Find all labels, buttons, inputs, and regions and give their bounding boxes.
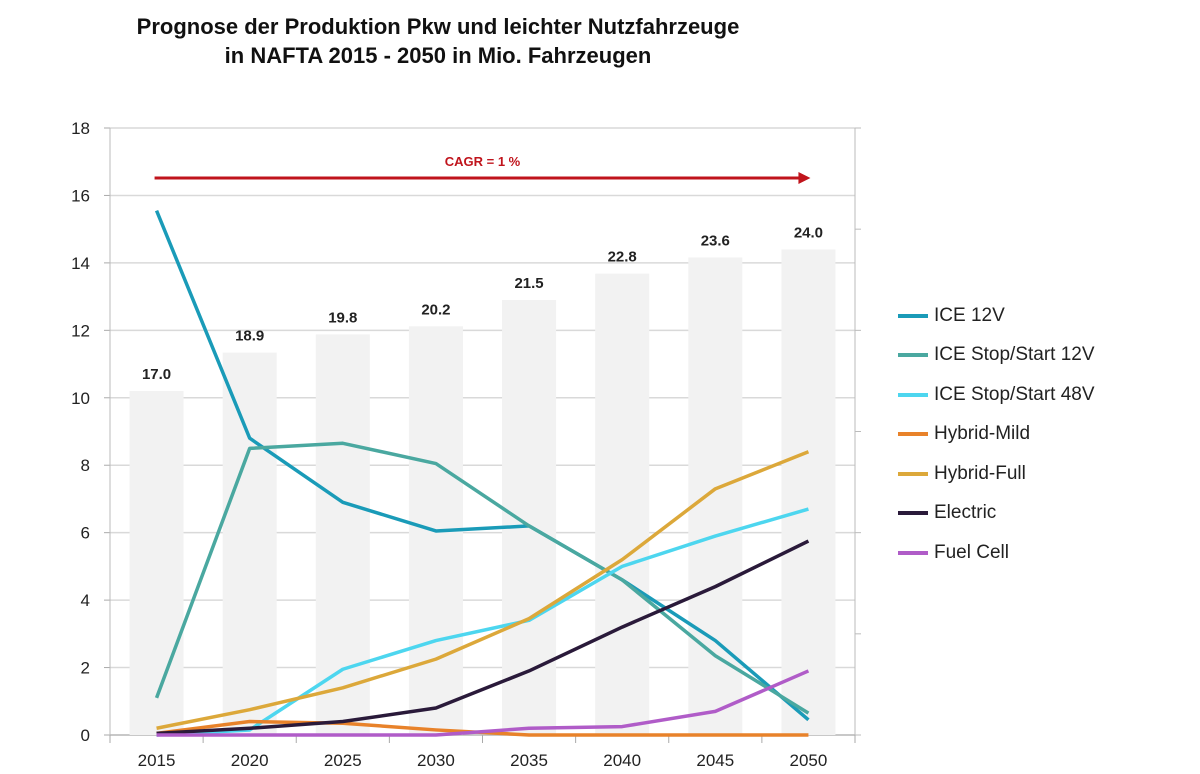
legend-item: ICE Stop/Start 48V <box>898 375 1095 415</box>
legend-label: ICE 12V <box>934 304 1005 326</box>
chart-title-line-2: in NAFTA 2015 - 2050 in Mio. Fahrzeugen <box>224 43 652 68</box>
bar-total <box>315 334 370 735</box>
y-tick-label: 18 <box>71 119 90 138</box>
y-tick-label: 2 <box>81 659 90 678</box>
series-line-fuel-cell <box>156 669 810 737</box>
y-tick-label: 8 <box>81 456 90 475</box>
y-tick-label: 10 <box>71 389 90 408</box>
series-line-ice-stop-start-12v <box>154 441 810 715</box>
x-tick-label: 2020 <box>231 751 269 770</box>
legend-item: Hybrid-Mild <box>898 415 1095 455</box>
series-line-hybrid-full <box>156 450 810 730</box>
legend-label: Hybrid-Full <box>934 462 1026 484</box>
x-tick-label: 2035 <box>510 751 548 770</box>
y-tick-label: 4 <box>81 591 90 610</box>
legend-item: Hybrid-Full <box>898 454 1095 494</box>
bar-data-label: 17.0 <box>142 366 171 383</box>
legend-swatch <box>898 353 928 358</box>
x-tick-label: 2025 <box>324 751 362 770</box>
cagr-annotation: CAGR = 1 % <box>445 154 521 169</box>
bar-total <box>222 352 277 735</box>
bar-total <box>688 257 743 735</box>
x-tick-label: 2030 <box>417 751 455 770</box>
bar-data-label: 22.8 <box>608 249 637 266</box>
bar-data-label: 19.8 <box>328 309 357 326</box>
legend-label: Electric <box>934 502 997 524</box>
y-tick-label: 12 <box>71 321 90 340</box>
legend-swatch <box>898 432 928 437</box>
x-tick-label: 2015 <box>138 751 176 770</box>
y-tick-label: 16 <box>71 186 90 205</box>
bar-total <box>781 249 836 735</box>
bar-total <box>129 391 184 735</box>
cagr-arrowhead <box>798 172 811 184</box>
y-tick-label: 14 <box>71 254 90 273</box>
legend-label: ICE Stop/Start 48V <box>934 383 1095 405</box>
legend-label: Fuel Cell <box>934 541 1009 563</box>
legend-label: ICE Stop/Start 12V <box>934 344 1095 366</box>
bar-data-label: 18.9 <box>235 328 264 345</box>
y-tick-label: 6 <box>81 524 90 543</box>
bar-total <box>595 273 650 735</box>
legend: ICE 12V ICE Stop/Start 12V ICE Stop/Start … <box>898 296 1095 573</box>
series-line-ice-stop-start-48v <box>156 507 809 737</box>
legend-item: ICE Stop/Start 12V <box>898 336 1095 376</box>
legend-item: ICE 12V <box>898 296 1095 336</box>
legend-label: Hybrid-Mild <box>934 423 1031 445</box>
y-tick-label: 0 <box>81 726 90 745</box>
legend-item: Electric <box>898 494 1095 534</box>
legend-swatch <box>898 511 928 516</box>
legend-swatch <box>898 471 928 476</box>
legend-swatch <box>898 392 928 397</box>
legend-swatch <box>898 313 928 318</box>
bar-data-label: 23.6 <box>701 232 730 249</box>
bar-data-label: 21.5 <box>514 275 543 292</box>
bar-data-label: 24.0 <box>794 224 823 241</box>
x-tick-label: 2050 <box>790 751 828 770</box>
x-tick-label: 2045 <box>696 751 734 770</box>
x-tick-label: 2040 <box>603 751 641 770</box>
bar-data-label: 20.2 <box>421 301 450 318</box>
legend-item: Fuel Cell <box>898 533 1095 573</box>
series-line-electric <box>156 539 810 736</box>
chart-title: Prognose der Produktion Pkw und leichter… <box>0 12 876 70</box>
chart-title-line-1: Prognose der Produktion Pkw und leichter… <box>136 14 740 39</box>
legend-swatch <box>898 550 928 555</box>
